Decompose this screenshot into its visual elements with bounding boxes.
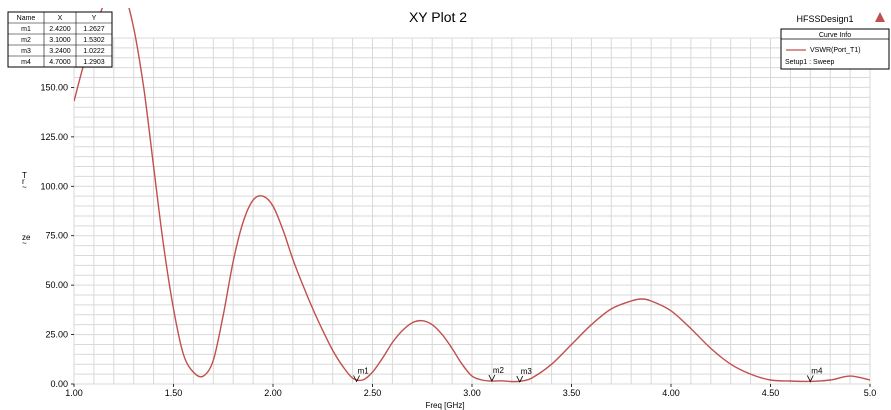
x-tick-label: 1.50 [165, 388, 183, 398]
y-tick-label: 125.00 [40, 132, 68, 142]
legend[interactable]: Curve Info VSWR(Port_T1) Setup1 : Sweep [781, 29, 889, 69]
y-tick-label: 100.00 [40, 181, 68, 191]
marker-pin-label: m3 [521, 367, 533, 376]
y-tick-label: 0.00 [50, 379, 68, 389]
x-tick-label: 5.0 [864, 388, 877, 398]
x-tick-label: 4.50 [762, 388, 780, 398]
legend-sub: Setup1 : Sweep [785, 59, 835, 66]
marker-table-header: X [58, 15, 63, 22]
marker-table-cell: 2.4200 [49, 26, 71, 33]
marker-table-cell: 1.0222 [83, 48, 105, 55]
marker-table-header: Y [92, 15, 97, 22]
ansoft-logo-icon [875, 12, 885, 22]
y-tick-labels: 0.00 25.00 50.00 75.00 100.00 125.00 150.00 [40, 82, 74, 389]
y-tick-label: 75.00 [45, 231, 68, 241]
marker-pin-label: m1 [358, 367, 370, 376]
x-axis-label: Freq [GHz] [425, 401, 464, 410]
marker-table-cell: m1 [21, 26, 31, 33]
grid [74, 38, 870, 384]
x-tick-label: 2.00 [264, 388, 282, 398]
design-name: HFSSDesign1 [796, 14, 853, 24]
x-tick-label: 2.50 [364, 388, 382, 398]
y-tick-label: 150.00 [40, 82, 68, 92]
marker-table-cell: 4.7000 [49, 59, 71, 66]
x-tick-label: 3.50 [563, 388, 581, 398]
legend-header: Curve Info [819, 32, 851, 39]
x-tick-labels: 1.00 1.50 2.00 2.50 3.00 3.50 4.00 4.50 5.0 [65, 384, 876, 398]
marker-table-cell: m2 [21, 37, 31, 44]
y-tick-label: 25.00 [45, 330, 68, 340]
y-axis-label: Tr~ze~ [22, 171, 31, 248]
marker-pin-label: m2 [493, 366, 505, 375]
marker-table-cell: 3.1000 [49, 37, 71, 44]
x-tick-label: 4.00 [662, 388, 680, 398]
marker-pin-label: m4 [811, 366, 823, 375]
chart-title: XY Plot 2 [409, 9, 467, 25]
y-tick-label: 50.00 [45, 280, 68, 290]
marker-table-cell: m4 [21, 59, 31, 66]
marker-table[interactable]: Name X Ym1 2.4200 1.2627 m2 3.1000 1.5302 m3 3.24… [8, 12, 112, 67]
marker-table-cell: 1.2903 [83, 59, 105, 66]
legend-entry: VSWR(Port_T1) [810, 47, 861, 54]
marker-table-header: Name [17, 15, 36, 22]
y-axis-label-glyph: ~ [22, 183, 27, 192]
y-axis-label-glyph: ~ [22, 239, 27, 248]
marker-table-cell: 1.5302 [83, 37, 105, 44]
marker-table-cell: 1.2627 [83, 26, 105, 33]
x-tick-label: 3.00 [463, 388, 481, 398]
marker-table-cell: m3 [21, 48, 31, 55]
marker-table-cell: 3.2400 [49, 48, 71, 55]
x-tick-label: 1.00 [65, 388, 83, 398]
